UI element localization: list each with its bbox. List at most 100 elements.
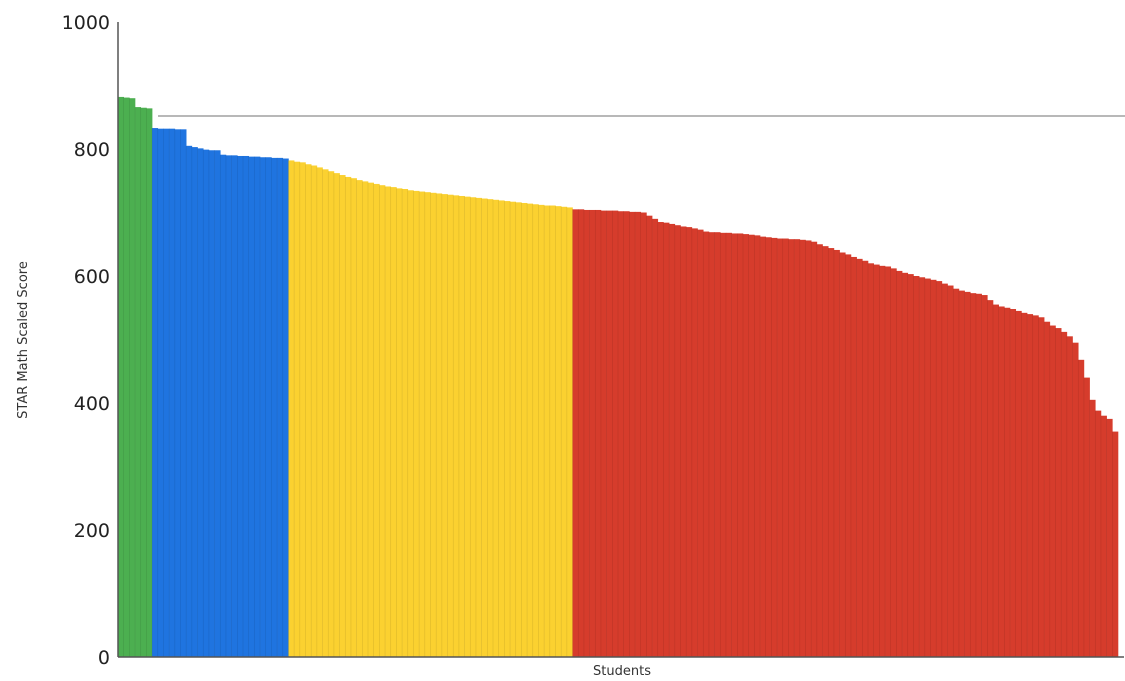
axes-group xyxy=(117,22,1124,658)
bar-group4-103 xyxy=(703,231,710,658)
bar-group3-52 xyxy=(413,190,420,657)
y-axis-title: STAR Math Scaled Score xyxy=(16,261,31,419)
y-tick-label-200: 200 xyxy=(74,520,110,542)
bar-group3-32 xyxy=(299,162,306,657)
bar-group4-92 xyxy=(640,212,647,657)
bar-group2-16 xyxy=(208,150,215,657)
bar-group3-36 xyxy=(322,169,329,657)
bar-group1-3 xyxy=(135,107,142,658)
bar-group4-156 xyxy=(1004,307,1011,657)
bar-group3-35 xyxy=(316,167,323,657)
bar-group4-97 xyxy=(669,223,676,657)
bar-group3-41 xyxy=(350,178,357,657)
bar-group3-42 xyxy=(356,180,363,657)
bar-group2-17 xyxy=(214,150,221,657)
bar-group2-25 xyxy=(260,157,267,657)
bar-group1-1 xyxy=(123,97,130,657)
bar-group4-175 xyxy=(1112,431,1119,657)
bar-group3-48 xyxy=(390,187,397,657)
bar-group2-19 xyxy=(225,155,232,657)
y-tick-label-800: 800 xyxy=(74,139,110,161)
bar-group4-98 xyxy=(674,225,681,657)
bar-group4-148 xyxy=(958,290,965,657)
bar-group4-140 xyxy=(913,276,920,657)
bar-group4-108 xyxy=(731,233,738,657)
bar-group2-22 xyxy=(243,155,249,658)
bar-group4-91 xyxy=(635,211,642,657)
bar-group4-131 xyxy=(862,260,869,657)
bar-group2-9 xyxy=(169,128,176,657)
bar-group2-29 xyxy=(282,158,289,657)
bar-group3-60 xyxy=(458,195,465,658)
bar-group4-120 xyxy=(799,239,806,657)
bar-group2-14 xyxy=(197,148,204,658)
bar-group4-153 xyxy=(987,300,994,657)
bar-group4-116 xyxy=(777,238,784,657)
bar-group3-56 xyxy=(436,193,443,657)
bar-group4-104 xyxy=(708,232,715,657)
bar-group3-34 xyxy=(311,165,318,657)
bar-group4-134 xyxy=(879,265,886,657)
bar-group3-30 xyxy=(288,160,295,657)
bar-group1-4 xyxy=(140,107,147,658)
bar-group3-67 xyxy=(498,200,505,657)
bar-group4-111 xyxy=(748,234,755,657)
bar-group4-165 xyxy=(1055,328,1062,657)
bar-group4-122 xyxy=(811,241,818,657)
bar-group3-47 xyxy=(385,186,392,657)
bar-group3-37 xyxy=(328,171,335,657)
bars-group xyxy=(118,96,1119,658)
bar-group2-18 xyxy=(220,154,227,657)
bar-group4-109 xyxy=(737,233,744,657)
bar-group3-40 xyxy=(345,176,352,657)
bar-group3-33 xyxy=(305,164,312,658)
bar-group4-145 xyxy=(941,283,948,657)
bar-group4-88 xyxy=(618,211,624,658)
bar-group4-124 xyxy=(822,246,829,657)
bar-group4-107 xyxy=(725,232,732,657)
bar-group4-85 xyxy=(600,210,607,657)
bar-group4-162 xyxy=(1038,317,1045,657)
bar-group4-155 xyxy=(998,306,1005,657)
bar-group4-90 xyxy=(629,211,636,657)
y-tick-label-0: 0 xyxy=(98,647,110,669)
bar-group4-143 xyxy=(930,279,937,657)
bar-group4-99 xyxy=(680,226,687,657)
bar-group4-123 xyxy=(816,244,823,657)
bar-group2-10 xyxy=(174,129,181,657)
bar-group2-27 xyxy=(271,157,278,657)
bar-group4-133 xyxy=(873,264,880,657)
bar-group3-39 xyxy=(339,175,346,657)
bar-group4-86 xyxy=(606,210,613,657)
bar-group2-12 xyxy=(186,145,193,657)
bar-group3-66 xyxy=(493,199,499,658)
bar-group4-163 xyxy=(1044,321,1051,657)
bar-group2-26 xyxy=(265,157,272,657)
bar-group4-147 xyxy=(953,288,960,657)
bar-group3-45 xyxy=(373,183,380,657)
bar-group4-100 xyxy=(686,227,693,657)
bar-group2-24 xyxy=(254,156,261,657)
bar-group4-87 xyxy=(612,210,619,657)
bar-group4-126 xyxy=(833,249,840,657)
bar-group4-166 xyxy=(1061,331,1068,657)
bar-group3-51 xyxy=(407,190,414,657)
bar-group4-150 xyxy=(970,293,977,657)
bar-group4-159 xyxy=(1021,312,1028,657)
bar-group3-79 xyxy=(566,207,573,658)
bar-group4-106 xyxy=(720,232,727,657)
y-tick-label-600: 600 xyxy=(74,266,110,288)
bar-group4-83 xyxy=(589,209,596,657)
bar-group2-20 xyxy=(231,155,238,657)
bar-group3-78 xyxy=(561,206,568,658)
bar-group4-125 xyxy=(828,248,835,657)
bar-group3-44 xyxy=(368,182,374,657)
bar-group3-64 xyxy=(481,198,488,657)
bar-group4-115 xyxy=(771,237,778,657)
bar-group4-82 xyxy=(583,209,590,657)
bar-group4-102 xyxy=(697,229,704,657)
bar-group3-77 xyxy=(555,206,562,657)
bar-group4-157 xyxy=(1010,309,1017,657)
bar-group4-128 xyxy=(845,254,852,657)
bar-group3-72 xyxy=(527,203,534,658)
